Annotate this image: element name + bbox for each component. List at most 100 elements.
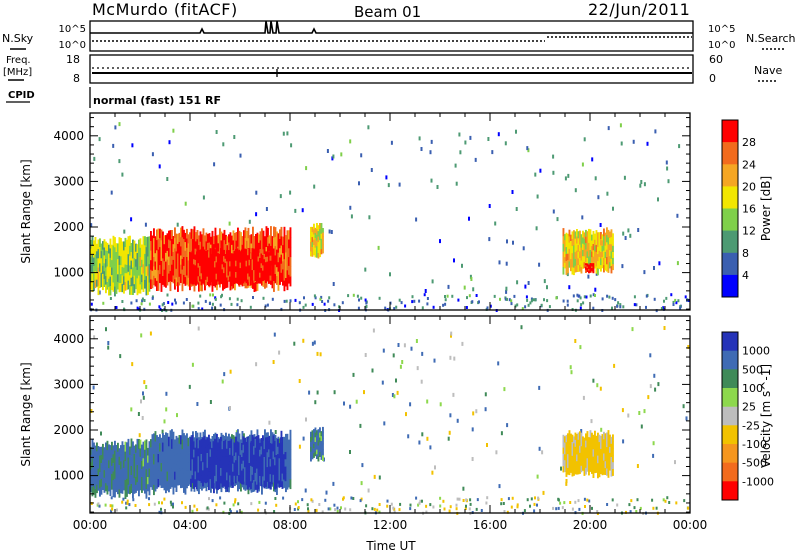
power-echo-cell [109,276,112,286]
vel-echo-cell [214,438,216,447]
power-scatter-point [411,295,414,299]
vel-echo-cell [144,475,146,485]
vel-echo-cell [212,464,215,474]
power-echo-cell [187,242,190,252]
vel-echo-cell [109,453,112,463]
vel-echo-cell [250,442,252,451]
power-echo-cell [172,251,175,260]
vel-echo-cell [238,448,240,456]
power-echo-cell [223,229,226,241]
power-scatter-point [622,305,625,309]
power-echo-cell [242,253,245,259]
vel-echo-cell [607,438,610,447]
vel-echo-cell [191,474,194,484]
vel-scatter-point [426,436,429,441]
power-echo-cell [244,254,246,260]
vel-echo-cell [223,463,225,472]
vel-echo-cell [102,459,104,468]
power-echo-cell [109,257,112,268]
vel-echo-cell [239,447,242,455]
vel-scatter-point [560,466,562,471]
vel-echo-cell [160,471,163,480]
vel-echo-cell [96,484,98,494]
power-echo-cell [562,258,565,267]
vel-echo-cell [564,436,566,443]
vel-echo-cell [257,444,260,454]
power-echo-cell [187,234,190,244]
power-echo-cell [228,234,230,243]
vel-scatter-point [542,490,545,495]
power-echo-cell [162,275,164,285]
power-scatter-point [678,144,681,149]
vel-echo-cell [230,469,233,478]
power-echo-cell [217,253,219,259]
power-scatter-point [432,305,435,309]
vel-scatter-point [132,498,135,502]
power-echo-cell [180,227,182,238]
vel-scatter-point [432,505,435,509]
power-echo-cell [594,256,596,263]
vel-echo-cell [109,445,112,454]
vel-scatter-point [340,506,342,510]
power-scatter-point [546,299,549,303]
power-echo-cell [163,235,166,245]
vel-echo-cell [154,441,157,452]
power-echo-cell [261,228,263,239]
power-echo-cell [286,230,289,241]
vel-scatter-point [461,341,464,346]
power-echo-cell [226,236,229,246]
vel-echo-cell [144,440,146,450]
freq-label-line2: [MHz] [3,67,32,78]
vel-scatter-point [207,507,210,511]
vel-echo-cell [159,476,161,486]
power-echo-cell [268,278,270,284]
power-echo-cell [256,278,258,284]
power-echo-cell [178,250,181,260]
power-echo-cell [227,265,230,271]
power-scatter-point [653,266,655,270]
vel-echo-cell [238,479,241,490]
vel-echo-cell [177,453,179,462]
vel-echo-cell [570,466,572,473]
vel-echo-cell [112,479,115,489]
power-echo-cell [141,244,143,253]
power-echo-cell [242,258,245,264]
power-scatter-point [657,197,659,202]
vel-echo-cell [245,477,248,486]
power-echo-cell [224,258,227,264]
power-echo-cell [245,249,248,256]
vel-scatter-point [293,508,296,511]
vel-echo-cell [126,442,128,452]
power-echo-cell [157,259,160,271]
vel-echo-cell [588,468,590,476]
vel-colorbar-cell [722,388,738,408]
vel-echo-cell [582,436,584,443]
power-echo-cell [598,244,601,251]
power-echo-cell [316,240,318,247]
vel-echo-cell [579,459,581,467]
vel-scatter-point [138,433,141,438]
power-echo-cell [588,249,590,257]
power-echo-cell [583,262,586,269]
power-colorbar-cell [722,120,738,143]
power-echo-cell [253,264,255,271]
vel-echo-cell [230,462,233,471]
power-echo-cell [265,277,267,284]
power-scatter-point [341,301,344,305]
power-echo-cell [136,286,139,296]
power-scatter-point [213,162,216,167]
power-echo-cell [229,241,232,252]
vel-echo-cell [311,444,314,450]
power-echo-cell [166,276,169,286]
vel-echo-cell [156,479,158,489]
vel-echo-cell [165,432,167,443]
power-scatter-point [637,228,640,232]
vel-scatter-point [311,341,314,346]
power-echo-cell [132,285,134,295]
power-echo-cell [183,256,185,266]
vel-echo-cell [96,450,98,460]
power-echo-cell [132,239,134,250]
power-echo-cell [247,260,249,268]
vel-scatter-point [586,498,589,502]
power-scatter-point [265,207,268,211]
